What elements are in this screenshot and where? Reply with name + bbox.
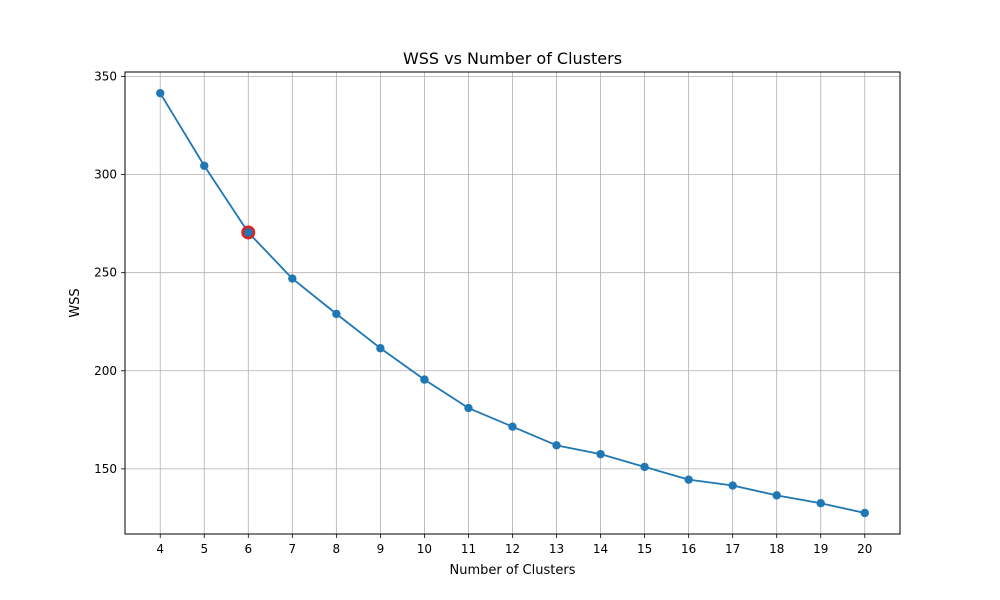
x-tick-label: 13 xyxy=(549,542,564,556)
y-tick-label: 200 xyxy=(94,364,117,378)
data-point xyxy=(200,161,209,170)
data-point xyxy=(684,475,693,484)
x-tick-label: 7 xyxy=(289,542,297,556)
x-tick-label: 15 xyxy=(637,542,652,556)
data-point xyxy=(596,449,605,459)
x-tick-label: 16 xyxy=(681,542,696,556)
x-tick-label: 10 xyxy=(417,542,432,556)
data-point xyxy=(772,491,781,500)
x-tick-label: 19 xyxy=(813,542,828,556)
x-tick-label: 6 xyxy=(244,542,252,556)
y-tick-label: 150 xyxy=(94,462,117,476)
highlight-inner-point xyxy=(244,228,253,237)
x-tick-label: 5 xyxy=(200,542,208,556)
x-axis-label: Number of Clusters xyxy=(450,563,576,578)
data-point xyxy=(728,481,737,490)
data-point xyxy=(464,403,473,413)
data-point xyxy=(376,344,385,353)
y-axis: 150 200 250 300 350 xyxy=(94,70,125,476)
data-point xyxy=(288,274,297,283)
y-axis-label: WSS xyxy=(68,288,83,317)
x-tick-label: 20 xyxy=(857,542,872,556)
x-tick-label: 11 xyxy=(461,542,476,556)
data-point xyxy=(508,422,517,431)
data-point xyxy=(420,375,429,384)
chart-title: WSS vs Number of Clusters xyxy=(403,49,622,68)
x-tick-label: 12 xyxy=(505,542,520,556)
grid-layer xyxy=(125,72,900,534)
data-point xyxy=(332,309,341,319)
x-tick-label: 14 xyxy=(593,542,608,556)
data-point xyxy=(552,441,561,450)
plot-area xyxy=(124,71,901,535)
x-tick-label: 8 xyxy=(333,542,341,556)
highlight-layer xyxy=(241,225,256,240)
x-tick-label: 9 xyxy=(377,542,385,556)
y-tick-label: 350 xyxy=(94,70,117,84)
x-tick-label: 4 xyxy=(156,542,164,556)
x-tick-label: 18 xyxy=(769,542,784,556)
marker-layer xyxy=(156,88,869,518)
data-point xyxy=(860,508,869,518)
data-point xyxy=(816,499,825,508)
data-point xyxy=(156,88,165,98)
data-point xyxy=(640,462,649,472)
x-tick-label: 17 xyxy=(725,542,740,556)
x-axis: 4 5 6 7 8 9 10 11 12 13 14 15 16 17 18 19 20 xyxy=(156,534,872,556)
y-tick-label: 250 xyxy=(94,266,117,280)
y-tick-label: 300 xyxy=(94,168,117,182)
